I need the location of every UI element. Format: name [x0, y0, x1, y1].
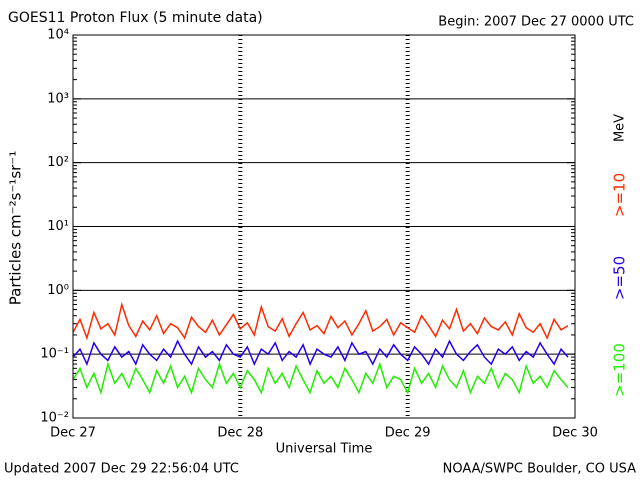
y-tick-label: 10³	[47, 91, 69, 106]
series-line	[72, 301, 569, 341]
x-tick-label: Dec 29	[385, 426, 431, 441]
legend-label: >=50	[611, 256, 629, 300]
chart-subtitle: Begin: 2007 Dec 27 0000 UTC	[438, 15, 634, 30]
legend-unit: MeV	[613, 114, 628, 142]
series-line	[72, 339, 569, 367]
legend-label: >=10	[611, 173, 629, 217]
x-tick-label: Dec 28	[217, 426, 263, 441]
y-tick-label: 10⁻¹	[40, 347, 69, 362]
y-tick-label: 10⁰	[47, 283, 69, 298]
x-tick-label: Dec 30	[552, 426, 598, 441]
x-tick-label: Dec 27	[50, 426, 96, 441]
y-axis-label: Particles cm⁻²s⁻¹sr⁻¹	[7, 151, 25, 305]
y-tick-label: 10⁻²	[40, 411, 69, 426]
series-line	[72, 361, 569, 396]
footer-left: Updated 2007 Dec 29 22:56:04 UTC	[4, 462, 239, 477]
y-tick-label: 10¹	[47, 219, 69, 234]
footer-right: NOAA/SWPC Boulder, CO USA	[443, 462, 636, 477]
x-axis-label: Universal Time	[276, 442, 373, 457]
chart-title: GOES11 Proton Flux (5 minute data)	[8, 10, 263, 26]
plot-frame	[72, 34, 576, 419]
y-tick-label: 10⁴	[47, 28, 69, 43]
legend-label: >=100	[611, 343, 629, 397]
y-tick-label: 10²	[47, 155, 69, 170]
